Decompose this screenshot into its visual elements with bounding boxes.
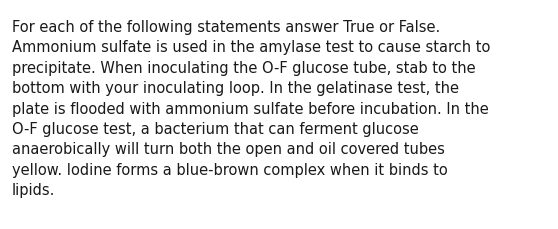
Text: For each of the following statements answer True or False.
Ammonium sulfate is u: For each of the following statements ans… [12,20,490,197]
